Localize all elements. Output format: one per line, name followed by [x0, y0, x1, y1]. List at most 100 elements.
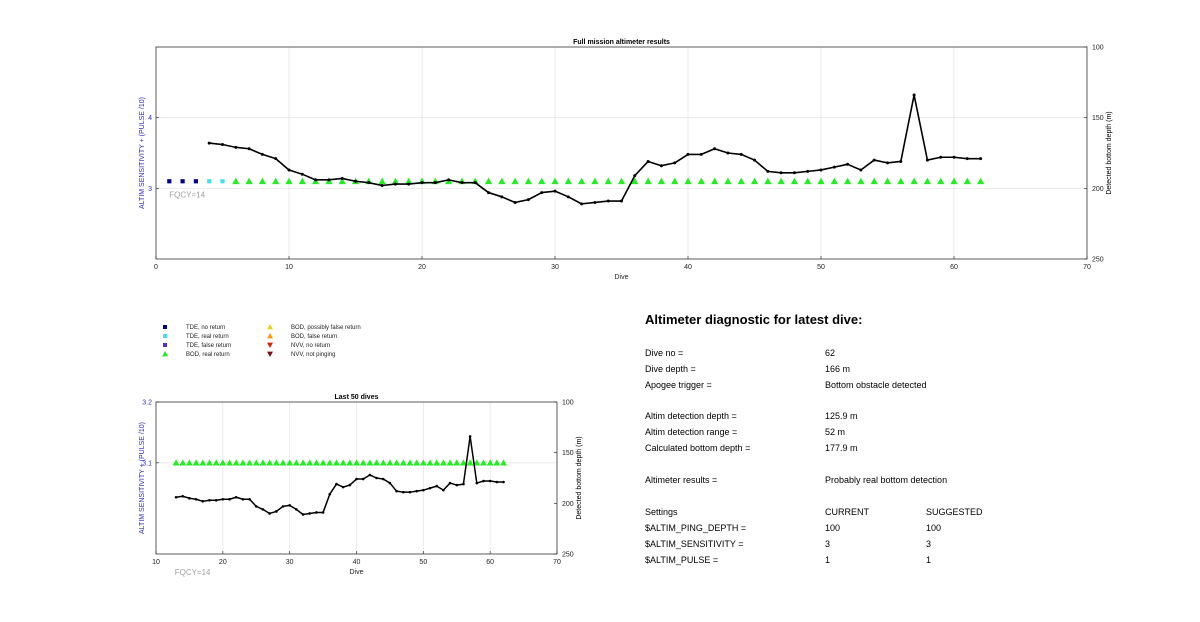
depth-point — [659, 164, 663, 168]
y-right-tick-label: 250 — [562, 552, 574, 559]
y-left-axis-label: ALTIM SENSITIVITY + (PULSE /10) — [139, 97, 146, 209]
diagnostic-value-suggested: 1 — [926, 555, 932, 565]
depth-point — [367, 181, 371, 185]
settings-marker-bod_real_return — [604, 177, 612, 185]
settings-marker-bod_real_return — [439, 459, 447, 466]
depth-point — [433, 181, 437, 185]
depth-point — [328, 492, 332, 496]
depth-point — [355, 477, 358, 481]
diagnostic-value: 62 — [825, 348, 836, 358]
depth-point — [859, 168, 863, 172]
settings-marker-bod_real_return — [551, 177, 559, 185]
settings-marker-bod_real_return — [186, 459, 193, 466]
x-tick-label: 60 — [486, 559, 494, 566]
depth-point — [287, 168, 291, 172]
diagnostic-label: $ALTIM_PING_DEPTH = — [645, 523, 747, 533]
settings-marker-bod_real_return — [538, 177, 546, 185]
settings-marker-bod_real_return — [379, 459, 387, 466]
settings-marker-bod_real_return — [950, 177, 958, 185]
depth-point — [194, 497, 198, 501]
diagnostic-value: CURRENT — [825, 507, 869, 517]
diagnostic-title: Altimeter diagnostic for latest dive: — [645, 312, 863, 327]
depth-point — [513, 200, 517, 204]
depth-point — [214, 498, 218, 502]
settings-marker-bod_real_return — [524, 177, 532, 185]
settings-marker-bod_real_return — [910, 177, 918, 185]
diagnostic-label: Altimeter results = — [645, 475, 718, 485]
settings-marker-bod_real_return — [338, 177, 346, 185]
settings-marker-tde_real_return — [207, 179, 212, 184]
depth-point — [201, 500, 205, 503]
y-left-axis-label: ALTIM SENSITIVITY + (PULSE /10) — [139, 422, 146, 534]
depth-point — [580, 202, 584, 206]
legend-label: NVV, not pinging — [291, 352, 335, 358]
settings-marker-bod_real_return — [737, 177, 745, 185]
settings-marker-bod_real_return — [192, 459, 200, 466]
depth-point — [965, 157, 969, 161]
depth-point — [401, 490, 405, 494]
y-left-tick-label: 3.1 — [142, 460, 152, 467]
settings-marker-bod_real_return — [378, 177, 386, 185]
depth-point — [381, 477, 385, 481]
y-right-axis-label: Detected bottom depth (m) — [1106, 111, 1113, 194]
legend-marker — [267, 351, 273, 357]
settings-marker-bod_real_return — [246, 459, 253, 466]
depth-point — [341, 485, 345, 489]
settings-marker-bod_real_return — [212, 459, 220, 466]
depth-point — [487, 191, 490, 195]
depth-point — [872, 158, 876, 162]
diagnostic-label: $ALTIM_SENSITIVITY = — [645, 539, 744, 549]
depth-point — [553, 189, 557, 193]
depth-point — [393, 182, 397, 186]
settings-marker-bod_real_return — [359, 459, 367, 466]
y-right-tick-label: 150 — [562, 450, 574, 457]
diagnostic-value: 1 — [825, 555, 831, 565]
depth-point — [462, 482, 465, 486]
y-right-tick-label: 200 — [1092, 186, 1104, 193]
depth-point — [228, 497, 231, 501]
settings-marker-bod_real_return — [484, 177, 493, 185]
depth-point — [442, 488, 445, 492]
depth-point — [447, 178, 451, 182]
y-left-tick-label: 3 — [148, 186, 152, 193]
depth-point — [646, 159, 650, 163]
legend-marker — [163, 325, 167, 329]
depth-point — [455, 483, 459, 487]
settings-marker-bod_real_return — [844, 177, 852, 185]
diagnostic-value: 52 m — [825, 427, 846, 437]
settings-marker-bod_real_return — [333, 459, 340, 466]
settings-marker-bod_real_return — [711, 177, 719, 185]
x-tick-label: 30 — [286, 559, 294, 566]
diagnostic-label: Settings — [645, 507, 678, 517]
depth-point — [234, 495, 238, 499]
settings-marker-bod_real_return — [405, 177, 413, 185]
diagnostic-value: Bottom obstacle detected — [825, 380, 927, 390]
diagnostic-label: Calculated bottom depth = — [645, 443, 751, 453]
settings-marker-bod_real_return — [750, 177, 759, 185]
x-tick-label: 60 — [950, 264, 958, 271]
settings-marker-bod_real_return — [319, 459, 327, 466]
settings-marker-bod_real_return — [426, 459, 434, 466]
settings-marker-tde_no_return — [167, 179, 172, 184]
settings-marker-tde_real_return — [220, 179, 225, 184]
settings-marker-bod_real_return — [373, 459, 380, 466]
settings-marker-bod_real_return — [466, 459, 474, 466]
x-tick-label: 30 — [551, 264, 559, 271]
y-right-tick-label: 150 — [1092, 115, 1104, 122]
depth-point — [886, 161, 889, 165]
depth-point — [314, 178, 318, 182]
settings-marker-bod_real_return — [279, 459, 287, 466]
fqcy-annotation: FQCY=14 — [169, 191, 205, 200]
settings-marker-bod_real_return — [239, 459, 247, 466]
y-right-tick-label: 250 — [1092, 257, 1104, 264]
settings-marker-bod_real_return — [446, 459, 454, 466]
settings-marker-bod_real_return — [897, 177, 905, 185]
depth-point — [208, 498, 211, 502]
settings-marker-bod_real_return — [272, 177, 280, 185]
depth-point — [846, 162, 850, 166]
depth-point — [308, 512, 312, 515]
settings-marker-bod_real_return — [480, 459, 487, 466]
diagnostic-value: 166 m — [825, 364, 851, 374]
settings-marker-bod_real_return — [366, 459, 374, 466]
